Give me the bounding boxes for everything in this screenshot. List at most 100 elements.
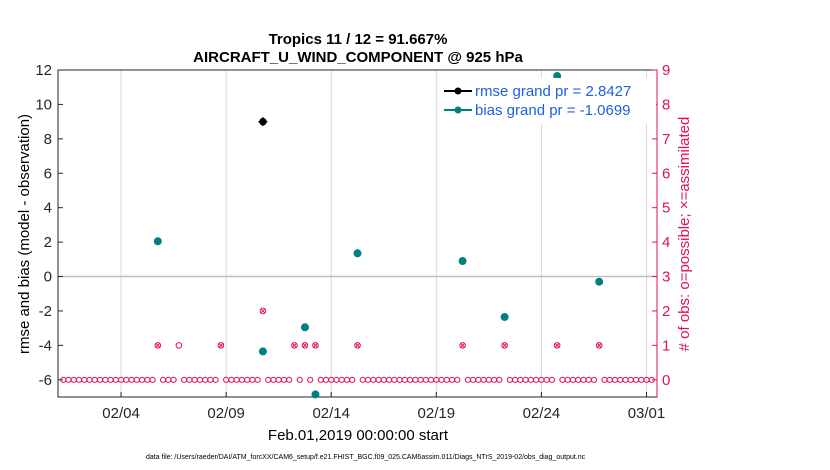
x-tick-label: 03/01 (628, 405, 666, 422)
obs-zero-marker (580, 376, 587, 383)
obs-zero-marker (165, 376, 172, 383)
obs-zero-marker (286, 376, 293, 383)
obs-zero-marker (186, 376, 193, 383)
legend-bias-label: bias grand pr = -1.0699 (475, 102, 631, 119)
legend-rmse-marker (454, 87, 462, 95)
obs-assimilated-cross (260, 308, 266, 314)
obs-assimilated-cross (355, 343, 360, 348)
obs-zero-marker (233, 376, 240, 383)
obs-zero-marker (244, 376, 251, 383)
obs-zero-marker (443, 376, 450, 383)
y2-tick-label: 4 (662, 234, 670, 251)
obs-zero-marker (249, 376, 256, 383)
obs-zero-marker (238, 376, 246, 383)
obs-zero-marker (128, 376, 135, 383)
y2-tick-label: 3 (662, 269, 670, 286)
obs-zero-marker (496, 376, 503, 383)
obs-zero-marker (491, 376, 498, 383)
x-axis-ticks: 02/04 02/09 02/14 02/19 02/24 03/01 (102, 392, 665, 422)
obs-zero-marker (575, 376, 582, 383)
obs-zero-marker (611, 376, 619, 383)
obs-zero-marker (564, 376, 571, 383)
y-tick-label: 2 (44, 234, 52, 251)
obs-zero-marker (590, 376, 598, 383)
obs-zero-marker (627, 376, 634, 383)
obs-zero-marker (133, 376, 140, 383)
obs-zero-marker (96, 376, 104, 383)
obs-zero-marker (527, 376, 534, 383)
x-tick-label: 02/24 (523, 405, 561, 422)
obs-zero-marker (569, 376, 577, 383)
obs-zero-marker (427, 376, 435, 383)
obs-zero-marker (265, 376, 272, 383)
obs-zero-marker (480, 376, 487, 383)
obs-zero-marker (123, 376, 130, 383)
obs-zero-marker (364, 376, 372, 383)
obs-assimilated-cross (554, 343, 560, 348)
obs-zero-marker (75, 376, 83, 383)
obs-zero-marker (380, 376, 387, 383)
obs-zero-marker (333, 376, 340, 383)
obs-zero-marker (280, 376, 288, 383)
y-tick-label: 6 (44, 165, 52, 182)
obs-zero-marker (632, 376, 640, 383)
obs-zero-marker (91, 376, 98, 383)
obs-zero-marker (422, 376, 429, 383)
obs-zero-marker (512, 376, 519, 383)
obs-zero-marker (370, 376, 377, 383)
obs-zero-marker (401, 376, 408, 383)
x-tick-label: 02/09 (207, 405, 245, 422)
obs-zero-marker (138, 376, 146, 383)
obs-possible-marker (175, 342, 183, 349)
data-file-footnote: data file: /Users/raeder/DAI/ATM_forcXX/… (146, 454, 586, 461)
y2-tick-label: 2 (662, 303, 670, 320)
obs-zero-marker (170, 376, 177, 383)
obs-zero-marker (517, 376, 524, 383)
y2-tick-label: 1 (662, 337, 670, 354)
obs-zero-marker (601, 376, 608, 383)
legend: rmse grand pr = 2.8427 bias grand pr = -… (440, 78, 656, 124)
obs-zero-marker (65, 376, 72, 383)
obs-zero-marker (359, 376, 366, 383)
obs-zero-marker (412, 376, 419, 383)
obs-assimilated-marker (301, 342, 309, 349)
obs-assimilated-marker (354, 342, 361, 349)
obs-zero-marker (191, 376, 198, 383)
obs-zero-marker (207, 376, 214, 383)
obs-assimilated-cross (502, 343, 507, 348)
obs-zero-marker (202, 376, 209, 383)
obs-zero-marker (307, 376, 314, 383)
obs-zero-marker (107, 376, 114, 383)
obs-zero-marker (144, 376, 151, 383)
y2-tick-label: 6 (662, 165, 670, 182)
bias-point (153, 237, 162, 246)
y-tick-label: -2 (39, 303, 52, 320)
obs-zero-marker (469, 376, 477, 383)
obs-zero-marker (548, 376, 556, 383)
obs-zero-marker (349, 376, 356, 383)
x-axis-label: Feb.01,2019 00:00:00 start (268, 427, 449, 444)
obs-zero-marker (622, 376, 629, 383)
obs-assimilated-cross (292, 343, 297, 348)
obs-assimilated-marker (312, 342, 319, 349)
obs-zero-marker (159, 376, 167, 383)
obs-zero-marker (228, 376, 235, 383)
obs-assimilated-cross (596, 343, 602, 348)
y-tick-label: 8 (44, 131, 52, 148)
bias-point (311, 390, 320, 399)
obs-zero-marker (102, 376, 109, 383)
obs-zero-marker (475, 376, 482, 383)
obs-zero-marker (522, 376, 529, 383)
obs-zero-marker (70, 376, 77, 383)
obs-zero-marker (296, 376, 303, 383)
y2-tick-label: 0 (662, 372, 670, 389)
obs-zero-marker (338, 376, 345, 383)
bias-point (458, 257, 467, 266)
y-axis-ticks: -6 -4 -2 0 2 4 6 8 10 12 (35, 62, 63, 389)
obs-count-markers (60, 307, 655, 383)
y-tick-label: 12 (35, 62, 52, 79)
obs-zero-marker (322, 376, 330, 383)
obs-zero-marker (559, 376, 566, 383)
obs-zero-marker (543, 376, 550, 383)
